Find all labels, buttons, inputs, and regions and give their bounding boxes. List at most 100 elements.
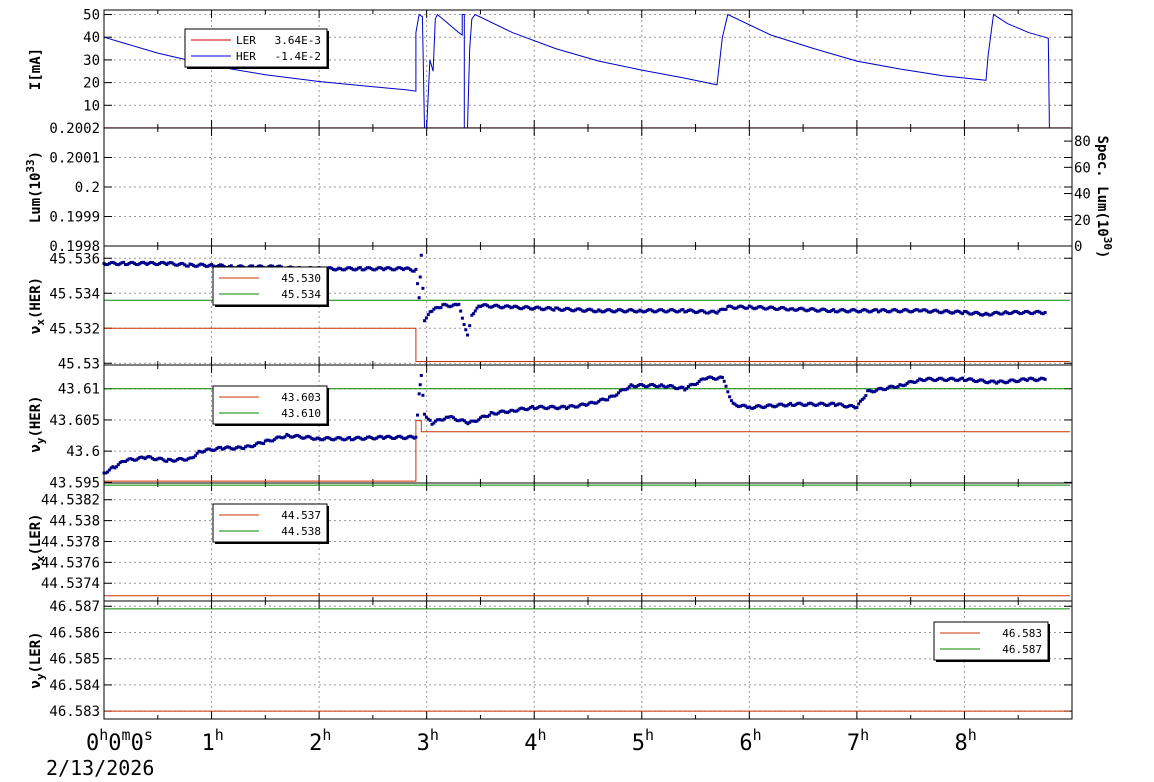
data-point <box>195 264 199 268</box>
data-point <box>131 458 135 462</box>
data-point <box>597 308 601 312</box>
data-point <box>462 323 466 327</box>
y-tick-label: 0.2 <box>75 180 100 196</box>
data-point <box>184 458 188 462</box>
y-tick-label: 44.5378 <box>41 534 100 550</box>
data-point <box>500 306 504 310</box>
data-point <box>478 416 482 420</box>
data-point <box>971 378 975 382</box>
data-point <box>369 436 373 440</box>
data-point <box>921 378 925 382</box>
y-axis-label: νx(HER) <box>28 277 47 334</box>
data-point <box>889 309 893 313</box>
data-point <box>409 434 413 438</box>
data-point <box>426 417 430 421</box>
data-point <box>127 261 131 265</box>
data-point <box>204 448 208 452</box>
data-point <box>342 268 346 272</box>
data-point <box>624 310 628 314</box>
data-point <box>450 415 454 419</box>
data-point <box>731 306 735 310</box>
data-point <box>984 311 988 315</box>
data-point <box>638 383 642 387</box>
data-point <box>604 398 608 402</box>
data-point <box>1023 310 1027 314</box>
data-point <box>337 435 341 439</box>
data-point <box>572 309 576 313</box>
data-point <box>737 305 741 309</box>
data-point <box>841 403 845 407</box>
data-point <box>1009 378 1013 382</box>
data-point <box>824 309 828 313</box>
data-point <box>464 420 468 424</box>
data-point <box>509 408 513 412</box>
data-point <box>794 308 798 312</box>
data-point <box>158 456 162 460</box>
data-point <box>943 378 947 382</box>
data-point <box>703 310 707 314</box>
y-tick-label: 10 <box>83 98 100 114</box>
data-point <box>174 459 178 463</box>
data-point <box>833 310 837 314</box>
data-point <box>893 385 897 389</box>
data-point <box>850 403 854 407</box>
data-point <box>722 307 726 311</box>
data-point <box>936 377 940 381</box>
data-point <box>756 305 760 309</box>
data-point <box>401 436 405 440</box>
data-point <box>724 307 728 311</box>
data-point <box>210 448 214 452</box>
data-point <box>733 306 737 310</box>
y-tick-label: 43.605 <box>49 413 100 429</box>
data-point <box>760 405 764 409</box>
data-point <box>878 309 882 313</box>
data-point <box>979 313 983 317</box>
data-point <box>973 380 977 384</box>
data-point <box>615 393 619 397</box>
data-point <box>283 435 287 439</box>
data-point <box>1007 379 1011 383</box>
data-point <box>238 445 242 449</box>
data-point <box>444 415 448 419</box>
data-point <box>604 309 608 313</box>
data-point <box>914 380 918 384</box>
data-point <box>794 403 798 407</box>
data-point <box>670 308 674 312</box>
data-point <box>1018 312 1022 316</box>
data-point <box>910 310 914 314</box>
data-point <box>163 261 167 265</box>
data-point <box>982 379 986 383</box>
data-point <box>152 458 156 462</box>
data-point <box>1020 312 1024 316</box>
data-point <box>1032 378 1036 382</box>
data-point <box>364 436 368 440</box>
data-point <box>918 377 922 381</box>
data-point <box>751 306 755 310</box>
data-point <box>1016 379 1020 383</box>
data-point <box>659 383 663 387</box>
data-point <box>541 308 545 312</box>
data-point <box>801 403 805 407</box>
data-point <box>1016 311 1020 315</box>
data-point <box>523 305 527 309</box>
data-point <box>760 305 764 309</box>
data-point <box>746 306 750 310</box>
data-point <box>758 404 762 408</box>
data-point <box>719 308 723 312</box>
data-point <box>371 268 375 272</box>
data-point <box>672 308 676 312</box>
data-point <box>141 456 145 460</box>
data-point <box>638 308 642 312</box>
data-point <box>582 402 586 406</box>
data-point <box>1005 311 1009 315</box>
data-point <box>683 388 687 392</box>
data-point <box>186 264 190 268</box>
data-point <box>599 309 603 313</box>
data-point <box>516 408 520 412</box>
data-point <box>1004 381 1008 385</box>
data-point <box>762 306 766 310</box>
data-point <box>276 435 280 439</box>
data-point <box>419 253 423 257</box>
data-point <box>435 306 439 310</box>
data-point <box>640 383 644 387</box>
